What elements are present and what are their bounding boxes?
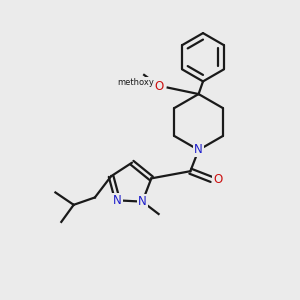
Text: methoxy: methoxy xyxy=(117,78,154,87)
Text: O: O xyxy=(155,80,164,93)
Text: N: N xyxy=(113,194,122,207)
Text: N: N xyxy=(194,143,203,157)
Text: O: O xyxy=(213,173,223,186)
Text: N: N xyxy=(138,195,147,208)
